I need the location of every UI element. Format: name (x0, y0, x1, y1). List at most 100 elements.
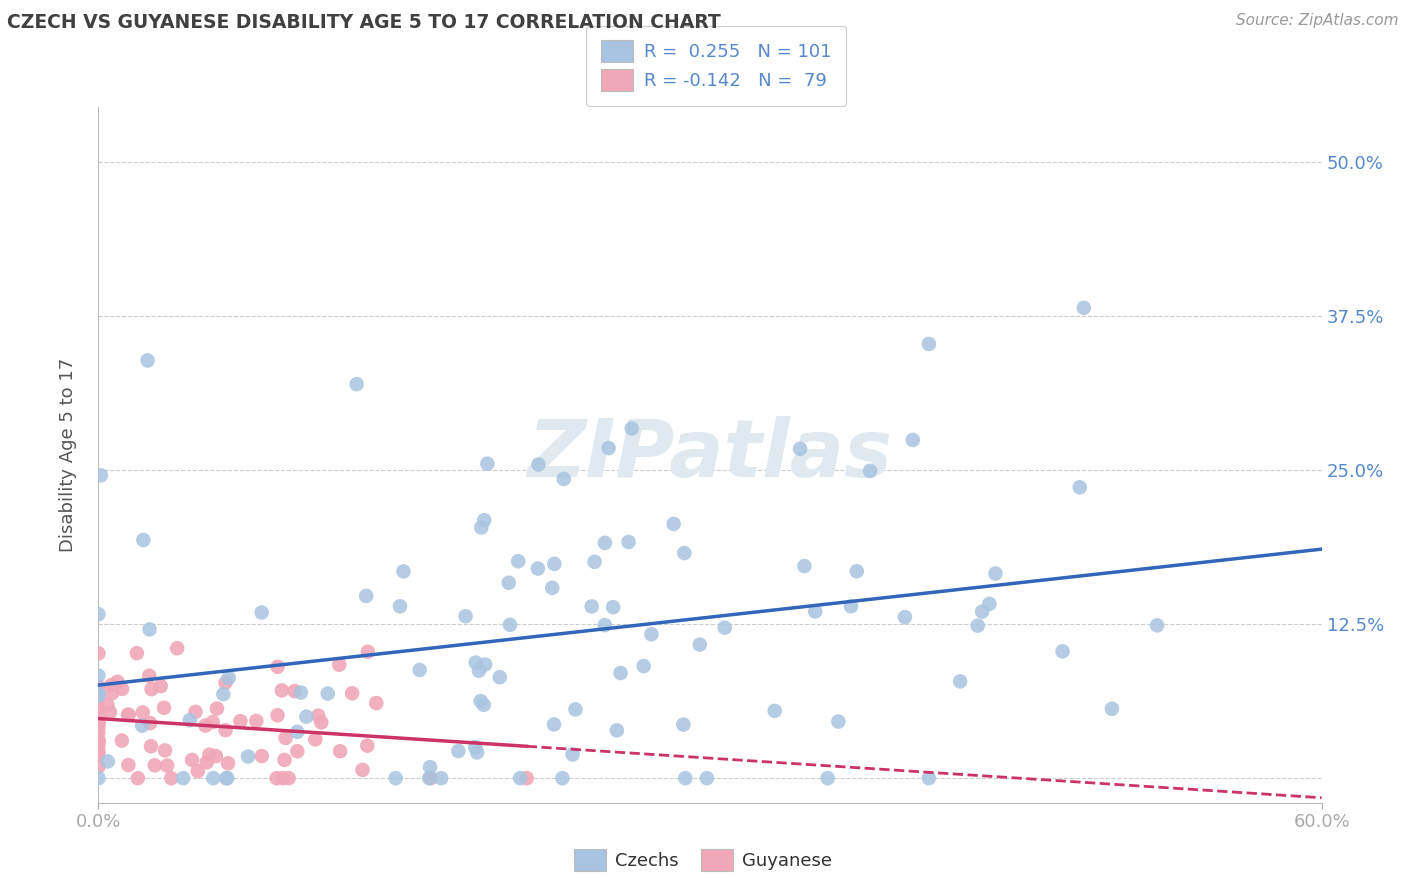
Point (172, 771, 194, 785)
Point (181, 753, 204, 767)
Point (141, 682, 163, 697)
Point (107, 674, 129, 689)
Point (633, 659, 655, 673)
Point (87, 700, 110, 714)
Point (202, 771, 225, 785)
Point (166, 641, 188, 656)
Point (1052, 644, 1074, 658)
Point (266, 660, 288, 674)
Point (139, 739, 162, 754)
Point (609, 666, 631, 681)
Point (541, 581, 564, 595)
Point (205, 749, 228, 764)
Point (201, 715, 224, 730)
Point (250, 606, 273, 620)
Point (316, 687, 339, 701)
Point (194, 718, 217, 732)
Point (1073, 301, 1095, 315)
Legend: Czechs, Guyanese: Czechs, Guyanese (567, 842, 839, 879)
Point (561, 747, 583, 762)
Point (100, 678, 122, 692)
Point (918, 771, 941, 785)
Point (499, 617, 522, 632)
Point (516, 771, 538, 785)
Point (593, 536, 616, 550)
Point (918, 337, 941, 351)
Point (477, 457, 499, 471)
Point (527, 561, 550, 575)
Point (307, 708, 329, 723)
Point (290, 685, 312, 699)
Point (87, 734, 110, 748)
Point (217, 771, 239, 785)
Point (156, 758, 179, 772)
Point (357, 645, 380, 659)
Point (454, 609, 477, 624)
Point (271, 771, 294, 785)
Point (205, 701, 228, 715)
Point (87, 739, 110, 753)
Point (1069, 480, 1091, 494)
Point (187, 764, 209, 778)
Point (266, 771, 288, 785)
Point (87, 734, 110, 748)
Point (90, 468, 112, 483)
Point (328, 657, 350, 672)
Point (979, 597, 1001, 611)
Text: ZIPatlas: ZIPatlas (527, 416, 893, 494)
Point (87, 715, 110, 730)
Point (309, 715, 332, 730)
Point (430, 771, 453, 785)
Point (132, 533, 155, 547)
Point (304, 732, 326, 747)
Point (1101, 702, 1123, 716)
Point (598, 441, 620, 455)
Point (87, 725, 110, 739)
Point (214, 675, 236, 690)
Point (551, 771, 574, 785)
Point (266, 708, 288, 723)
Point (966, 618, 988, 632)
Point (149, 679, 172, 693)
Point (215, 771, 238, 785)
Point (101, 686, 124, 700)
Point (859, 464, 882, 478)
Point (160, 771, 183, 785)
Point (662, 516, 685, 531)
Point (388, 599, 411, 614)
Point (804, 604, 827, 618)
Point (138, 669, 160, 683)
Point (617, 535, 640, 549)
Point (488, 670, 510, 684)
Point (184, 705, 207, 719)
Point (87, 646, 110, 660)
Point (117, 758, 139, 772)
Point (87, 691, 110, 706)
Point (111, 681, 134, 696)
Point (131, 719, 153, 733)
Point (845, 564, 868, 578)
Point (817, 771, 839, 785)
Point (98, 705, 121, 719)
Point (87, 760, 110, 774)
Point (274, 731, 297, 745)
Point (392, 565, 415, 579)
Point (97, 755, 120, 769)
Point (111, 733, 134, 747)
Point (87, 668, 110, 682)
Point (470, 694, 492, 708)
Point (270, 683, 292, 698)
Point (346, 377, 368, 392)
Point (295, 709, 318, 723)
Point (583, 555, 606, 569)
Point (87, 744, 110, 758)
Point (284, 684, 307, 698)
Point (136, 353, 159, 368)
Point (673, 771, 696, 785)
Point (329, 744, 352, 758)
Point (894, 610, 917, 624)
Point (285, 724, 308, 739)
Point (366, 696, 388, 710)
Point (464, 740, 486, 755)
Point (839, 599, 862, 614)
